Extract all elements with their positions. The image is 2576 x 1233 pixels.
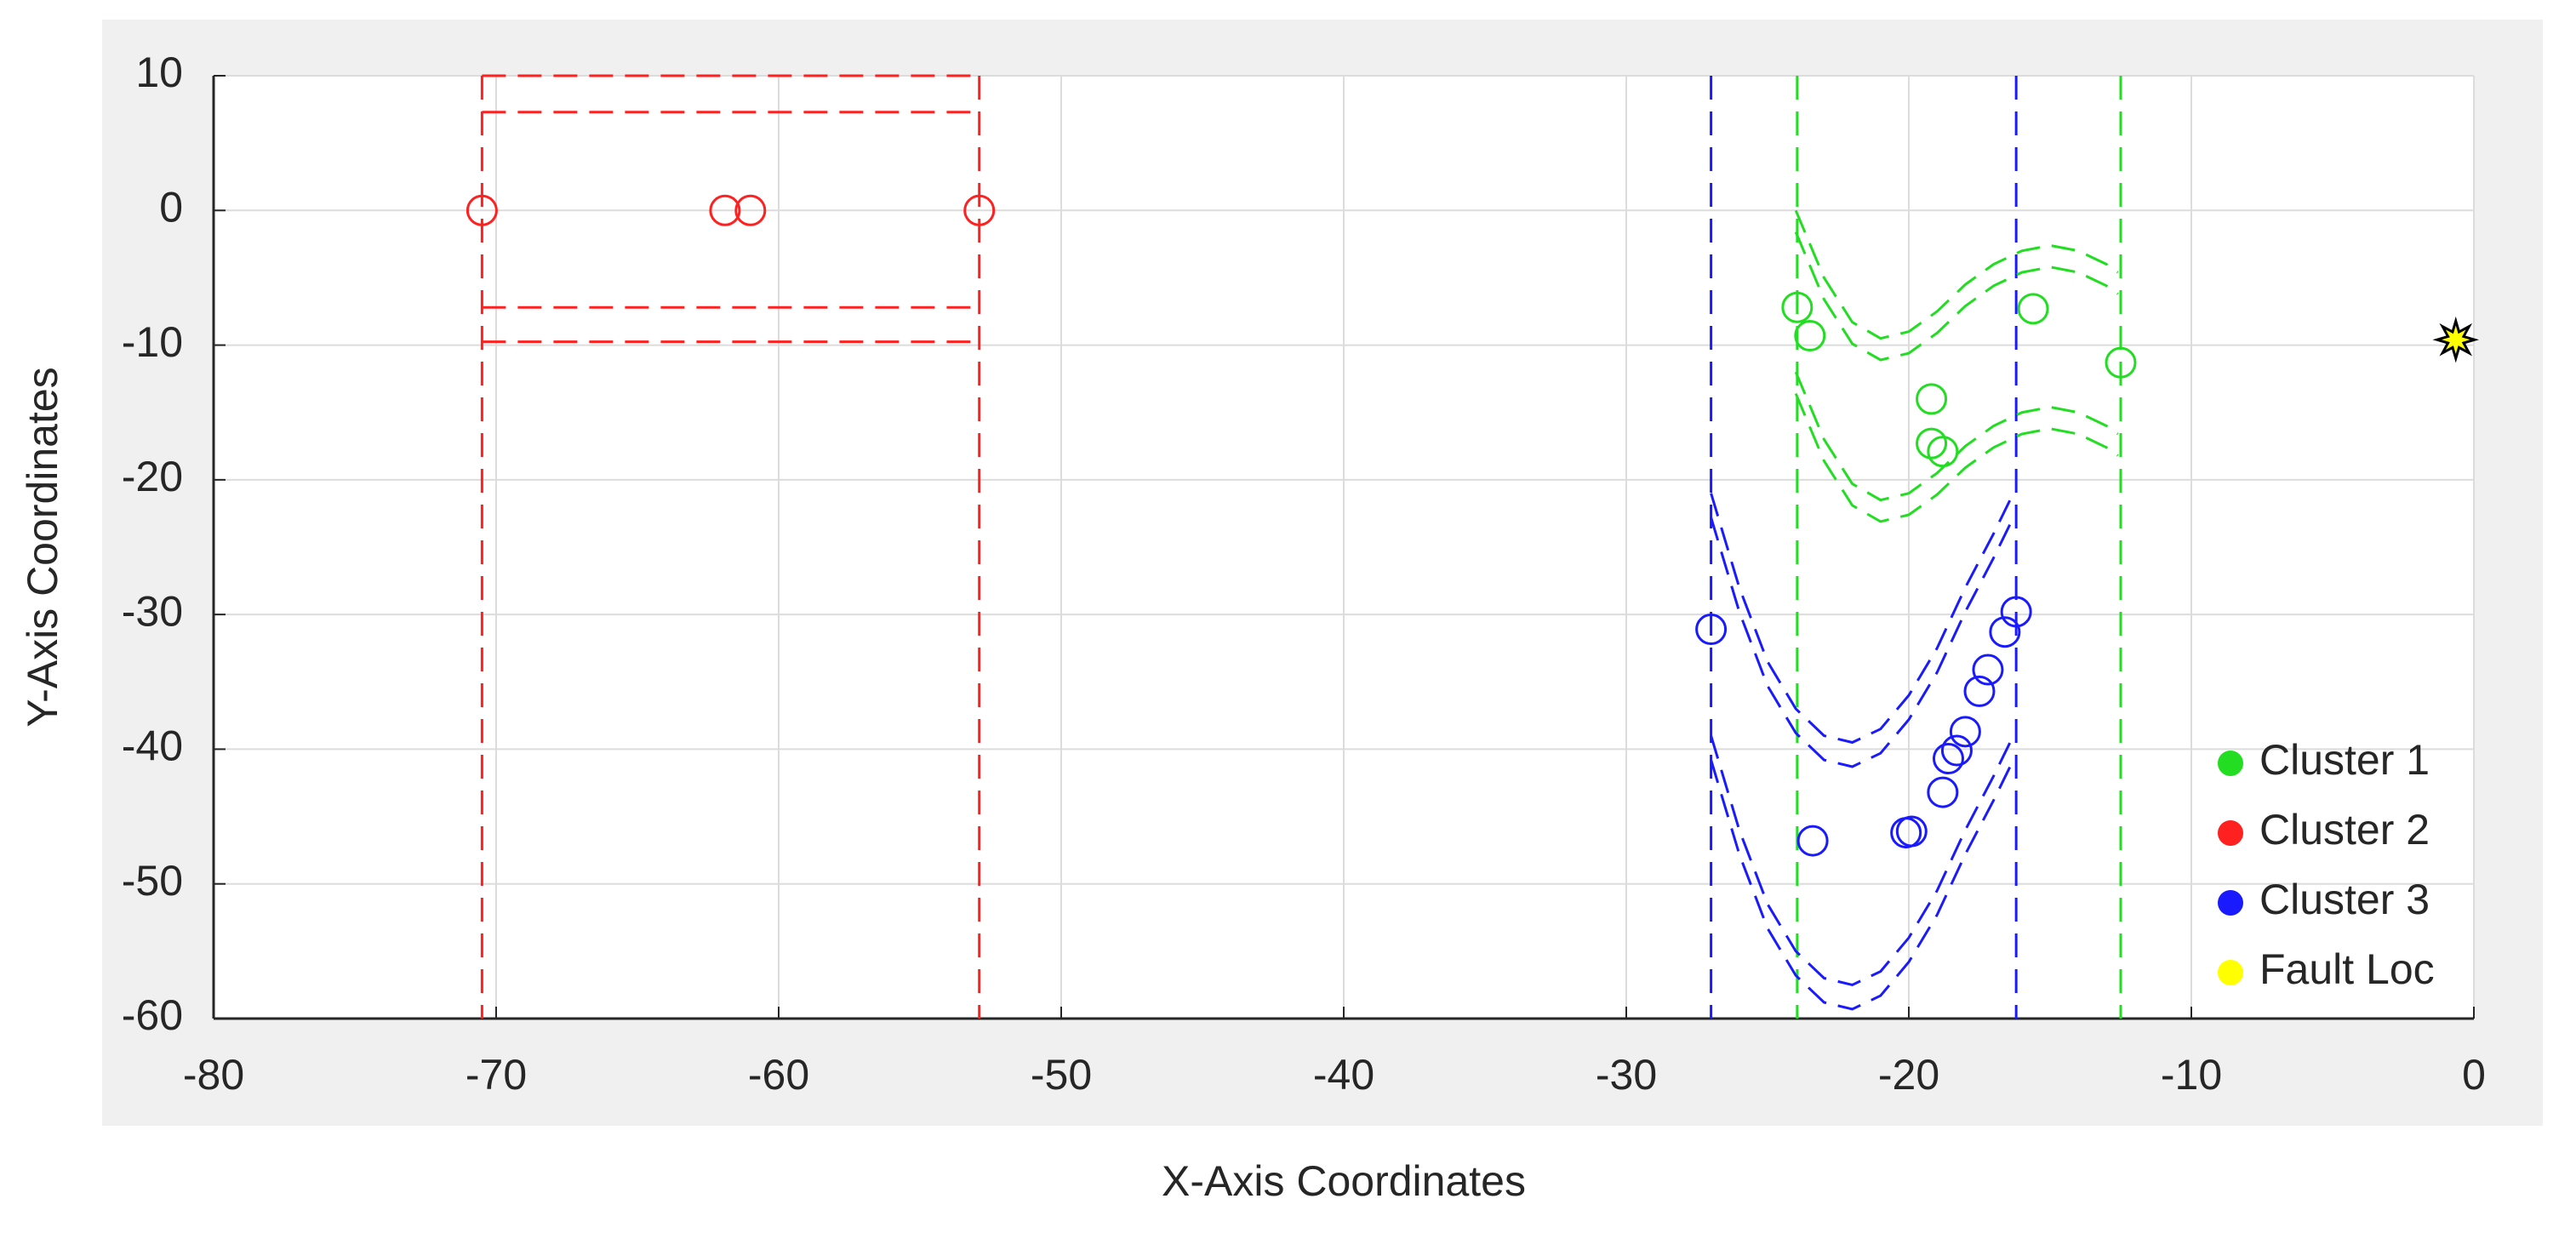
legend-swatch — [2218, 751, 2243, 776]
x-tick-label: -70 — [466, 1051, 527, 1099]
point — [1940, 734, 1973, 767]
point — [1949, 716, 1981, 748]
point — [2105, 346, 2137, 379]
point — [963, 194, 996, 226]
x-axis-label: X-Axis Coordinates — [1162, 1157, 1526, 1205]
point — [466, 194, 498, 226]
point — [1781, 291, 1813, 323]
point — [1695, 614, 1728, 646]
x-tick-label: -50 — [1031, 1051, 1092, 1099]
y-tick-label: -40 — [122, 722, 183, 770]
y-tick-label: -50 — [122, 857, 183, 905]
legend-label: Fault Loc — [2259, 945, 2435, 993]
point — [1963, 675, 1996, 707]
legend-swatch — [2218, 890, 2243, 916]
y-tick-label: 10 — [135, 49, 183, 96]
point — [1796, 825, 1829, 857]
boundary — [1794, 392, 2119, 523]
x-tick-label: -60 — [748, 1051, 809, 1099]
boundary — [1794, 231, 2119, 362]
legend-swatch — [2218, 960, 2243, 985]
x-tick-label: 0 — [2462, 1051, 2486, 1099]
boundary — [1794, 209, 2119, 340]
boundary — [1710, 759, 2015, 1011]
point — [1916, 383, 1948, 415]
y-tick-label: -10 — [122, 318, 183, 366]
legend-label: Cluster 3 — [2259, 876, 2430, 923]
point — [734, 194, 767, 226]
legend-label: Cluster 1 — [2259, 736, 2430, 784]
boundary — [1794, 371, 2119, 502]
x-tick-label: -20 — [1878, 1051, 1939, 1099]
x-tick-label: -40 — [1313, 1051, 1374, 1099]
y-tick-label: -20 — [122, 453, 183, 500]
point — [2017, 293, 2049, 325]
point — [1916, 427, 1948, 460]
boundary — [1710, 734, 2015, 987]
point — [1972, 654, 2004, 686]
point — [1932, 743, 1964, 775]
point — [1989, 616, 2021, 648]
y-tick-label: 0 — [159, 183, 183, 231]
y-axis-label: Y-Axis Coordinates — [19, 367, 66, 727]
x-tick-label: -80 — [183, 1051, 244, 1099]
point — [1895, 815, 1928, 848]
point — [1927, 776, 1959, 808]
point — [2000, 596, 2032, 628]
x-tick-label: -30 — [1596, 1051, 1657, 1099]
legend-swatch — [2218, 820, 2243, 846]
y-tick-label: -60 — [122, 991, 183, 1039]
point — [1927, 436, 1959, 468]
boundary — [1710, 517, 2015, 768]
point — [709, 194, 741, 226]
point — [2432, 316, 2480, 363]
y-tick-label: -30 — [122, 587, 183, 635]
legend-label: Cluster 2 — [2259, 806, 2430, 853]
x-tick-label: -10 — [2161, 1051, 2222, 1099]
point — [1794, 319, 1826, 351]
legend: Cluster 1 Cluster 2 Cluster 3 Fault Loc — [2218, 736, 2435, 993]
boundary — [1710, 493, 2015, 745]
